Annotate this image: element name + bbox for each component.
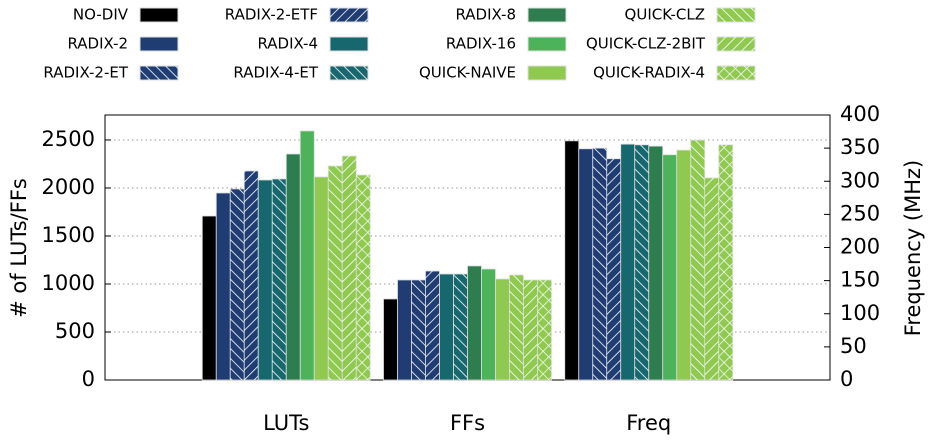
legend-hatch: [717, 66, 755, 80]
bar: [648, 145, 664, 381]
y2-tick-label: 250: [840, 201, 880, 225]
y-axis-label: # of LUTs/FFs: [7, 178, 31, 318]
bar: [229, 188, 245, 381]
legend-swatch: [139, 36, 179, 52]
legend-label: RADIX-2: [67, 35, 128, 53]
x-tick-label: LUTs: [263, 411, 309, 435]
y-tick-label: 500: [55, 319, 95, 343]
legend-swatch: [329, 36, 369, 52]
legend-label: QUICK-NAIVE: [419, 64, 516, 82]
bar: [341, 155, 357, 381]
y2-tick-label: 50: [840, 334, 867, 358]
y2-tick-label: 200: [840, 235, 880, 259]
legend-hatch: [330, 8, 368, 22]
bar: [215, 192, 231, 381]
bar: [523, 279, 538, 381]
bar: [425, 270, 440, 381]
legend-hatch: [330, 66, 368, 80]
bar: [662, 154, 678, 381]
bar: [578, 148, 594, 381]
bar: [313, 176, 329, 381]
legend-swatch: [139, 7, 179, 23]
bar: [355, 174, 371, 381]
y2-axis-label: Frequency (MHz): [901, 160, 925, 336]
bar: [285, 153, 301, 381]
bar: [564, 140, 580, 381]
bar: [537, 279, 552, 381]
y2-tick-label: 350: [840, 135, 880, 159]
legend-swatch: [527, 65, 567, 81]
legend-label: QUICK-RADIX-4: [593, 64, 705, 82]
legend-label: RADIX-4-ET: [233, 64, 318, 82]
legend-label: RADIX-16: [446, 35, 516, 53]
y-tick-label: 2500: [42, 127, 95, 151]
legend-label: QUICK-CLZ-2BIT: [586, 35, 706, 53]
y-tick-label: 0: [82, 367, 95, 391]
bar: [509, 274, 524, 381]
legend-swatch: [527, 7, 567, 23]
bar: [327, 165, 343, 381]
y2-tick-label: 0: [840, 367, 853, 391]
bar: [383, 298, 398, 381]
bar: [634, 144, 650, 381]
legend-label: RADIX-2-ETF: [225, 6, 318, 24]
bar: [439, 273, 454, 381]
bar: [397, 279, 412, 381]
legend-swatch: [527, 36, 567, 52]
y2-tick-label: 400: [840, 102, 880, 126]
bar: [620, 143, 636, 381]
legend-label: NO-DIV: [73, 6, 129, 24]
bar: [201, 215, 217, 381]
bar: [690, 139, 706, 381]
legend-hatch: [140, 66, 178, 80]
bar: [453, 273, 468, 381]
y2-tick-label: 300: [840, 168, 880, 192]
bar: [467, 265, 482, 381]
bar: [411, 279, 426, 381]
legend-label: RADIX-8: [455, 6, 516, 24]
x-tick-label: FFs: [450, 411, 485, 435]
bar: [299, 130, 315, 381]
bar: [481, 268, 496, 381]
y-tick-label: 1500: [42, 223, 95, 247]
bar: [606, 158, 622, 381]
x-tick-label: Freq: [626, 411, 671, 435]
bar: [704, 177, 720, 381]
legend-hatch: [717, 8, 755, 22]
y2-tick-label: 150: [840, 268, 880, 292]
bar: [495, 278, 510, 381]
y-tick-label: 2000: [42, 175, 95, 199]
bar: [257, 179, 273, 381]
bar: [676, 149, 692, 381]
bar: [592, 147, 608, 381]
bar: [243, 170, 259, 381]
bar: [718, 144, 734, 381]
legend-hatch: [717, 37, 755, 51]
legend-label: RADIX-2-ET: [43, 64, 128, 82]
legend-label: QUICK-CLZ: [625, 6, 705, 24]
y2-tick-label: 100: [840, 301, 880, 325]
legend-label: RADIX-4: [257, 35, 318, 53]
y-tick-label: 1000: [42, 271, 95, 295]
bar: [271, 178, 287, 381]
